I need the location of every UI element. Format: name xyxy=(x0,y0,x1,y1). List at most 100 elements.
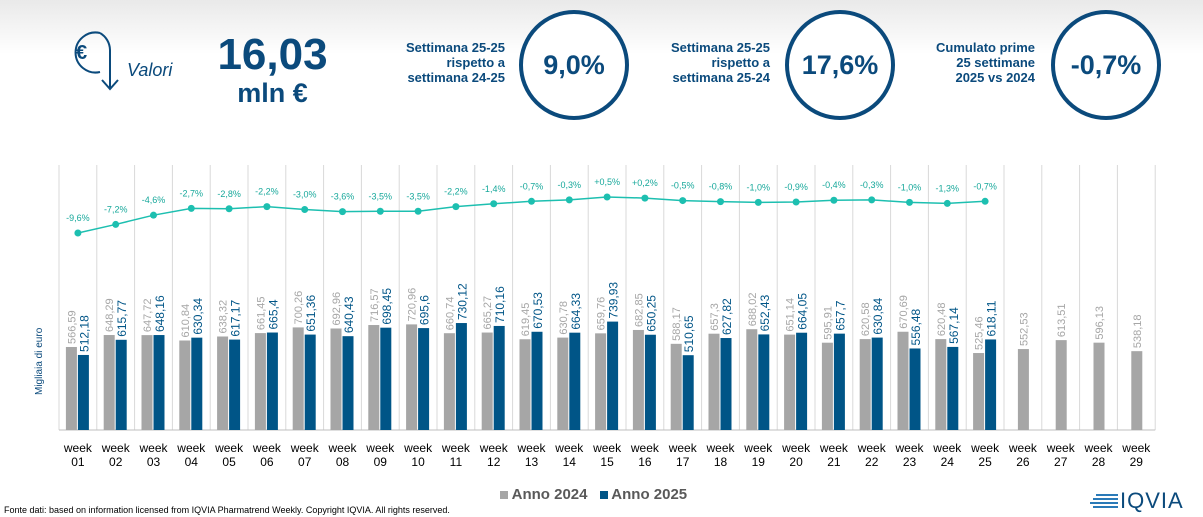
bar-2025 xyxy=(682,355,694,430)
x-tick-label: week 04 xyxy=(176,441,206,469)
line-point xyxy=(301,205,309,213)
line-point-label: +0,5% xyxy=(594,177,620,187)
bar-2025 xyxy=(380,327,392,430)
bar-label-2025: 556,48 xyxy=(909,308,923,345)
legend-swatch-2025 xyxy=(599,491,608,499)
bar-label-2024: 630,78 xyxy=(558,301,570,335)
kpi-circle-cumulative: -0,7% xyxy=(1051,10,1161,120)
bar-label-2025: 664,05 xyxy=(796,293,810,330)
bar-label-2024: 620,58 xyxy=(860,302,872,336)
line-point xyxy=(376,207,384,215)
x-tick-word: week xyxy=(176,441,206,455)
line-point-label: -0,7% xyxy=(520,181,544,191)
line-point-label: -0,7% xyxy=(973,181,997,191)
bar-2024 xyxy=(1093,342,1105,430)
bar-2024 xyxy=(217,336,229,430)
bar-2024 xyxy=(746,329,758,430)
line-point-label: -3,5% xyxy=(406,191,430,201)
line-point xyxy=(981,197,989,205)
x-tick-label: week 09 xyxy=(365,441,395,469)
bar-label-2024: 682,85 xyxy=(633,293,645,327)
line-point-label: -0,5% xyxy=(671,181,695,191)
kpi-label-line: Cumulato prime xyxy=(936,40,1035,55)
bar-2024 xyxy=(557,337,569,430)
x-tick-number: 01 xyxy=(71,455,85,469)
x-tick-word: week xyxy=(819,441,849,455)
bar-label-2025: 730,12 xyxy=(455,283,469,320)
line-point xyxy=(641,194,649,202)
bar-2025 xyxy=(758,334,770,430)
line-point-label: +0,2% xyxy=(632,178,658,188)
line-point-label: -0,4% xyxy=(822,180,846,190)
kpi-label-line: settimana 24-25 xyxy=(407,70,505,85)
bar-label-2025: 648,16 xyxy=(153,295,167,332)
x-tick-number: 18 xyxy=(714,455,728,469)
x-tick-word: week xyxy=(327,441,357,455)
x-tick-number: 06 xyxy=(260,455,274,469)
x-tick-label: week 08 xyxy=(327,441,357,469)
bar-2024 xyxy=(481,332,493,430)
bar-2025 xyxy=(304,334,316,430)
bar-label-2024: 566,59 xyxy=(66,310,78,344)
line-point-label: -2,8% xyxy=(217,189,241,199)
x-tick-label: week 18 xyxy=(705,441,735,469)
total-value: 16,03 xyxy=(217,30,328,79)
bar-label-2024: 688,02 xyxy=(747,293,759,327)
line-point xyxy=(830,196,838,204)
bar-2024 xyxy=(65,346,77,430)
x-tick-label: week 23 xyxy=(894,441,924,469)
x-tick-word: week xyxy=(290,441,320,455)
bar-label-2025: 630,84 xyxy=(871,298,885,335)
bar-2025 xyxy=(342,336,354,430)
bar-label-2025: 615,77 xyxy=(115,300,129,337)
iqvia-logo-mark-icon xyxy=(1090,494,1118,508)
bar-label-2024: 651,14 xyxy=(785,298,797,332)
kpi-label-line: Settimana 25-25 xyxy=(406,40,505,55)
x-tick-word: week xyxy=(138,441,168,455)
bar-label-2024: 720,96 xyxy=(407,288,419,322)
bar-label-2024: 665,27 xyxy=(482,296,494,330)
bar-2024 xyxy=(443,333,455,430)
x-tick-word: week xyxy=(1008,441,1038,455)
x-tick-number: 05 xyxy=(222,455,236,469)
x-tick-label: week 19 xyxy=(743,441,773,469)
kpi-label-line: rispetto a xyxy=(446,55,505,70)
line-point-label: -2,2% xyxy=(444,187,468,197)
line-point xyxy=(792,198,800,206)
bar-label-2025: 695,6 xyxy=(418,295,432,325)
legend-label-2025: Anno 2025 xyxy=(611,486,688,503)
x-tick-label: week 29 xyxy=(1121,441,1151,469)
bar-label-2025: 739,93 xyxy=(607,282,621,319)
legend-swatch-2024 xyxy=(500,491,508,499)
kpi-circle-weekly-wow: 17,6% xyxy=(785,10,895,120)
x-tick-word: week xyxy=(479,441,509,455)
x-tick-label: week 28 xyxy=(1083,441,1113,469)
x-tick-word: week xyxy=(101,441,131,455)
x-tick-word: week xyxy=(554,441,584,455)
svg-text:€: € xyxy=(76,42,87,64)
x-tick-word: week xyxy=(516,441,546,455)
x-tick-label: week 22 xyxy=(857,441,887,469)
bar-2025 xyxy=(909,348,921,430)
x-tick-number: 10 xyxy=(411,455,425,469)
x-tick-word: week xyxy=(592,441,622,455)
kpi-circle-weekly-yoy: 9,0% xyxy=(519,10,629,120)
x-tick-number: 26 xyxy=(1016,455,1030,469)
bar-label-2025: 670,53 xyxy=(531,292,545,329)
kpi-label-line: 25 settimane xyxy=(956,55,1035,70)
bar-label-2025: 657,7 xyxy=(833,300,847,330)
line-point xyxy=(263,203,271,211)
bar-label-2024: 620,48 xyxy=(936,302,948,336)
bar-2024 xyxy=(595,333,607,430)
line-point xyxy=(225,205,233,213)
x-tick-number: 17 xyxy=(676,455,690,469)
line-point xyxy=(74,229,82,237)
x-tick-word: week xyxy=(403,441,433,455)
bar-label-2024: 716,57 xyxy=(369,288,381,322)
x-tick-label: week 21 xyxy=(819,441,849,469)
line-point-label: -0,3% xyxy=(860,180,884,190)
x-tick-word: week xyxy=(743,441,773,455)
x-tick-label: week 25 xyxy=(970,441,1000,469)
bar-label-2025: 665,4 xyxy=(266,299,280,329)
line-point xyxy=(906,198,913,206)
